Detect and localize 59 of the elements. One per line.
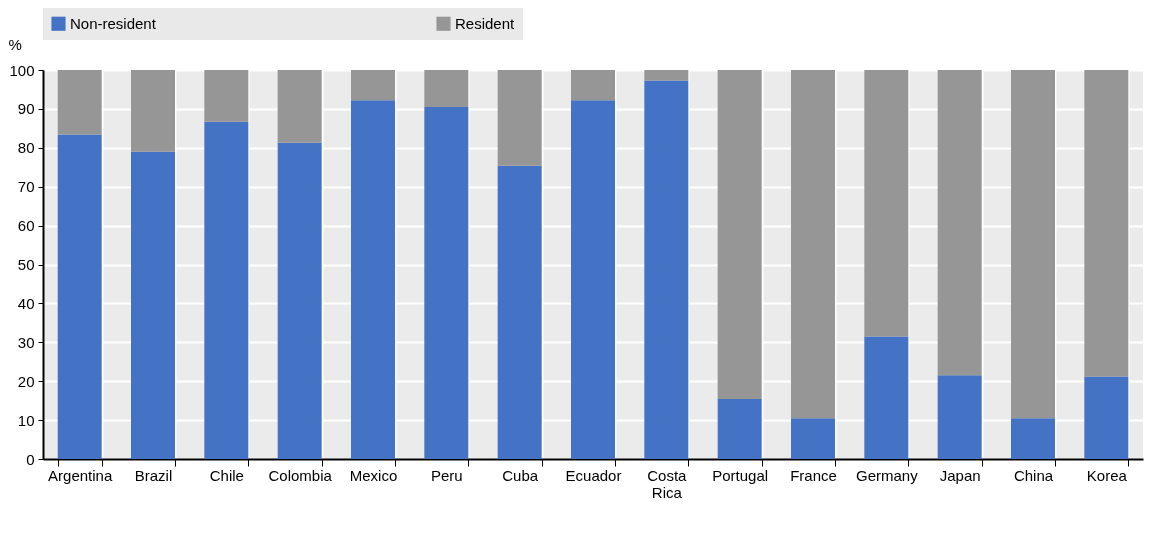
x-tick-label: China: [1013, 466, 1054, 484]
bar: [277, 70, 322, 143]
bar: [717, 70, 762, 400]
bar: [131, 70, 175, 152]
y-tick-label: 90: [17, 100, 35, 118]
bar: [131, 151, 175, 459]
bar: [937, 70, 982, 376]
y-tick-label: 20: [17, 372, 35, 390]
legend-label: Resident: [455, 14, 516, 32]
x-tick-label: Cuba: [502, 466, 539, 484]
bar: [571, 100, 615, 459]
x-tick-label: Chile: [209, 466, 244, 484]
bar: [277, 142, 322, 459]
bar: [497, 70, 542, 166]
y-tick-label: 50: [17, 256, 35, 273]
x-tick-label: Japan: [939, 466, 981, 484]
y-tick-label: 70: [17, 178, 35, 196]
bar: [57, 134, 102, 459]
x-tick-label: France: [790, 466, 837, 484]
bar: [424, 106, 469, 459]
bar: [864, 70, 909, 337]
bar: [717, 399, 762, 459]
bar: [1084, 376, 1129, 459]
bar: [497, 165, 542, 459]
x-tick-label: Germany: [855, 466, 919, 484]
bar: [424, 70, 469, 107]
x-tick-label: Portugal: [712, 466, 769, 484]
x-tick-label: Colombia: [268, 466, 333, 484]
bar: [1011, 418, 1055, 459]
bar: [644, 70, 689, 81]
x-tick-label: Mexico: [349, 466, 398, 484]
bar: [1011, 70, 1055, 419]
legend-label: Non-resident: [70, 14, 157, 32]
y-tick-label: 80: [17, 139, 35, 157]
bar: [937, 375, 982, 459]
y-axis-title: %: [8, 35, 22, 53]
bar: [791, 418, 835, 459]
y-tick-label: 60: [17, 217, 35, 235]
bar: [204, 121, 249, 459]
bar: [1084, 70, 1129, 377]
y-tick-label: 40: [17, 294, 35, 312]
bar: [351, 70, 395, 101]
x-tick-label: Argentina: [48, 466, 113, 484]
x-tick-label: Peru: [430, 466, 463, 484]
bar: [864, 336, 909, 459]
bar: [791, 70, 835, 419]
y-tick-label: 30: [17, 333, 35, 351]
y-tick-label: 0: [26, 450, 35, 468]
x-tick-label: Brazil: [134, 466, 173, 484]
x-tick-label: Costa Rica: [647, 466, 688, 501]
bar: [644, 80, 689, 459]
x-tick-label: Korea: [1086, 466, 1128, 484]
bar: [571, 70, 615, 101]
x-tick-label: Ecuador: [565, 466, 622, 484]
y-tick-label: 10: [17, 411, 35, 429]
bar: [351, 100, 395, 459]
bar: [204, 70, 249, 122]
bar: [57, 70, 102, 135]
y-tick-label: 100: [9, 61, 35, 79]
